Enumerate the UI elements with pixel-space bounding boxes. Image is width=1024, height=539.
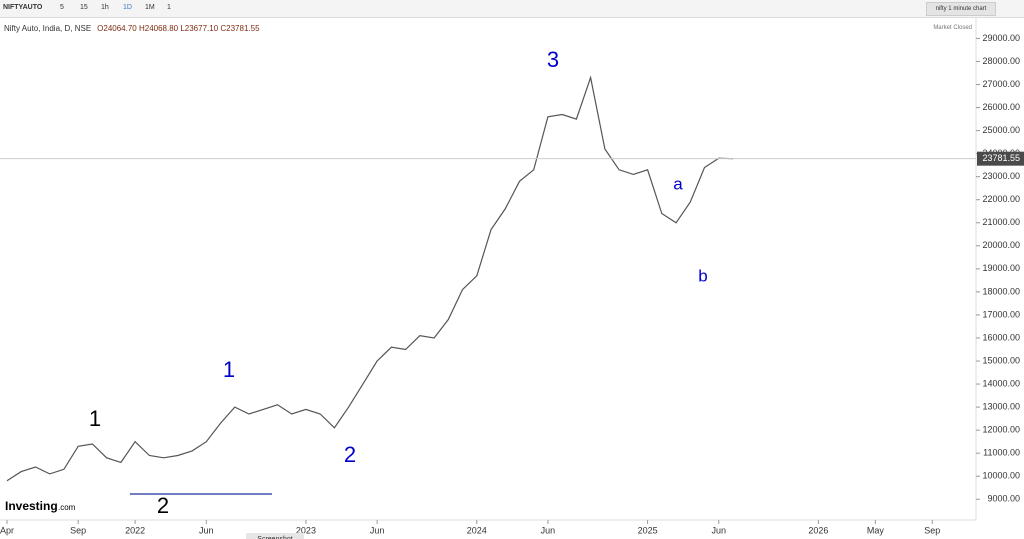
wave-label: 1: [89, 406, 101, 431]
interval[interactable]: 1M: [145, 4, 155, 11]
y-tick-label: 12000.00: [982, 425, 1020, 435]
x-tick-label: 2024: [467, 525, 487, 535]
wave-label: 1: [223, 357, 235, 382]
y-tick-label: 26000.00: [982, 102, 1020, 112]
interval[interactable]: 15: [80, 4, 88, 11]
y-tick-label: 25000.00: [982, 125, 1020, 135]
logo: Investing: [5, 499, 58, 513]
y-tick-label: 27000.00: [982, 79, 1020, 89]
y-tick-label: 23000.00: [982, 171, 1020, 181]
x-tick-label: 2022: [125, 525, 145, 535]
interval[interactable]: 5: [60, 4, 64, 11]
x-tick-label: Jun: [541, 525, 556, 535]
y-tick-label: 28000.00: [982, 56, 1020, 66]
x-tick-label: 2025: [638, 525, 658, 535]
x-tick-label: Jun: [199, 525, 214, 535]
x-tick-label: May: [867, 525, 885, 535]
y-tick-label: 17000.00: [982, 309, 1020, 319]
y-tick-label: 21000.00: [982, 217, 1020, 227]
price-line: [6, 75, 734, 482]
y-tick-label: 19000.00: [982, 263, 1020, 273]
wave-label: 2: [157, 493, 169, 518]
x-tick-label: 2026: [808, 525, 828, 535]
y-tick-label: 16000.00: [982, 332, 1020, 342]
y-tick-label: 10000.00: [982, 471, 1020, 481]
y-tick-label: 11000.00: [983, 448, 1020, 458]
footer-label: Screenshot: [257, 536, 292, 539]
interval[interactable]: 1: [167, 4, 171, 11]
logo-suffix: .com: [58, 503, 76, 512]
interval[interactable]: 1D: [123, 4, 132, 11]
axis-panel: [976, 18, 1024, 521]
y-tick-label: 15000.00: [982, 355, 1020, 365]
wave-label: a: [673, 174, 683, 193]
x-tick-label: Jun: [712, 525, 727, 535]
chart-name[interactable]: nifty 1 minute chart: [926, 2, 996, 16]
x-tick-label: 2023: [296, 525, 316, 535]
instrument: Nifty Auto, India, D, NSE: [4, 24, 92, 33]
x-tick-label: Sep: [70, 525, 86, 535]
y-tick-label: 9000.00: [987, 494, 1020, 504]
price-tag-label: 23781.55: [982, 153, 1020, 163]
legend-header: Nifty Auto, India, D, NSE O24064.70 H2406…: [4, 24, 260, 33]
market-status: Market Closed: [933, 25, 972, 31]
x-tick-label: Jun: [370, 525, 385, 535]
y-tick-label: 13000.00: [982, 401, 1020, 411]
interval[interactable]: 1h: [101, 4, 109, 11]
footer-tab: [246, 533, 304, 539]
wave-label: 2: [344, 442, 356, 467]
price-tag: [977, 151, 1024, 166]
y-tick-label: 18000.00: [982, 286, 1020, 296]
y-tick-label: 14000.00: [982, 378, 1020, 388]
y-tick-label: 20000.00: [982, 240, 1020, 250]
y-tick-label: 22000.00: [982, 194, 1020, 204]
toolbar: NIFTYAUTO 5 15 1h 1D 1M 1 nifty 1 minute…: [0, 0, 1024, 18]
wave-label: b: [698, 266, 707, 285]
x-tick-label: Apr: [0, 525, 14, 535]
symbol[interactable]: NIFTYAUTO: [3, 4, 43, 11]
ohlc: O24064.70 H24068.80 L23677.10 C23781.55: [97, 24, 260, 33]
wave-label: 3: [547, 47, 559, 72]
x-tick-label: Sep: [924, 525, 940, 535]
y-tick-label: 29000.00: [982, 33, 1020, 43]
